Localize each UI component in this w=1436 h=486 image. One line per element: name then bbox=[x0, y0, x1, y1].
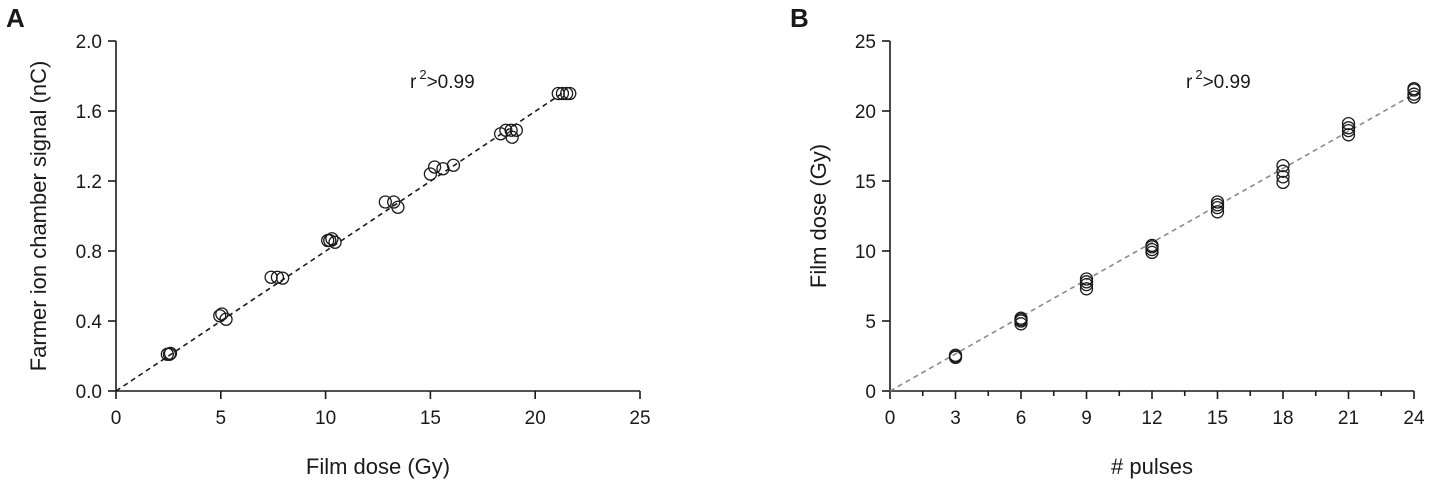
panel-b-data-point bbox=[1210, 198, 1225, 212]
panel-b-x-tick-label: 6 bbox=[1016, 408, 1027, 429]
panel-a-data-point bbox=[378, 195, 392, 209]
panel-a-data-point bbox=[391, 200, 405, 214]
panel-b-y-tick-label: 10 bbox=[855, 242, 876, 263]
panel-b-data-point bbox=[1210, 195, 1225, 209]
panel-b-x-tick-label: 15 bbox=[1207, 408, 1228, 429]
panel-b-data-point bbox=[1276, 170, 1290, 184]
panel-a-r2-rest: >0.99 bbox=[427, 72, 475, 93]
panel-a-data-point bbox=[275, 271, 290, 285]
panel-a-data-point bbox=[427, 160, 442, 174]
panel-a-r2-sup: 2 bbox=[419, 67, 426, 82]
panel-a-letter: A bbox=[6, 3, 25, 33]
panel-a-x-tick-label: 20 bbox=[525, 408, 546, 429]
panel-a-data-point bbox=[504, 123, 518, 137]
panel-b-data-point bbox=[1276, 164, 1290, 178]
panel-b-x-tick-label: 18 bbox=[1272, 408, 1293, 429]
panel-b-x-tick-label: 12 bbox=[1141, 408, 1162, 429]
panel-b-r2-annotation: r 2>0.99 bbox=[1186, 67, 1251, 93]
panel-b-y-tick-label: 25 bbox=[855, 32, 876, 53]
panel-a: A r 2>0.99 Film dose (Gy) Farmer ion cham… bbox=[6, 3, 651, 479]
panel-b-data-point bbox=[1014, 311, 1028, 325]
panel-b-x-tick-label: 24 bbox=[1403, 408, 1425, 429]
panel-b-x-tick-label: 0 bbox=[885, 408, 896, 429]
panel-a-data-point bbox=[219, 312, 233, 326]
panel-a-y-tick-label: 0.0 bbox=[76, 382, 102, 403]
panel-b-ylabel: Film dose (Gy) bbox=[806, 144, 831, 288]
panel-a-ylabel: Farmer ion chamber signal (nC) bbox=[26, 61, 51, 372]
panel-b-data-point bbox=[1341, 128, 1356, 142]
panel-a-data-point bbox=[270, 270, 285, 284]
panel-a-data-point bbox=[323, 233, 337, 248]
panel-b-data-point bbox=[1407, 87, 1421, 101]
panel-a-x-tick-label: 10 bbox=[315, 408, 336, 429]
panel-a-fit-line bbox=[115, 91, 565, 392]
panel-a-data-point bbox=[505, 130, 519, 144]
panel-a-data-point bbox=[555, 86, 570, 101]
panel-b-data-point bbox=[1210, 205, 1225, 219]
panel-b-y-tick-label: 20 bbox=[855, 102, 876, 123]
panel-b-fit-line bbox=[889, 93, 1415, 392]
panel-a-x-tick-label: 15 bbox=[420, 408, 441, 429]
panel-a-x-tick-label: 0 bbox=[111, 408, 122, 429]
panel-b-data-point bbox=[1276, 175, 1290, 190]
panel-a-data-point bbox=[325, 232, 339, 246]
panel-b-data-point bbox=[1341, 121, 1356, 135]
panel-b-r2-base: r bbox=[1186, 72, 1193, 93]
panel-a-r2-annotation: r 2>0.99 bbox=[410, 67, 475, 93]
panel-a-y-tick-label: 1.2 bbox=[76, 172, 102, 193]
panel-a-data-point bbox=[509, 123, 523, 137]
panel-a-y-tick-label: 2.0 bbox=[76, 32, 102, 53]
panel-a-data-point bbox=[563, 86, 577, 101]
panel-b: B r 2>0.99 # pulses Film dose (Gy) 0 3 6 9 12… bbox=[790, 3, 1425, 479]
panel-b-r2-sup: 2 bbox=[1195, 67, 1202, 82]
panel-a-data-point bbox=[328, 235, 342, 249]
panel-a-data-point bbox=[163, 346, 178, 361]
panel-a-y-tick-label: 0.4 bbox=[76, 312, 103, 333]
panel-a-data-point bbox=[213, 309, 227, 323]
panel-b-x-tick-label: 21 bbox=[1338, 408, 1359, 429]
panel-b-data-point bbox=[1079, 282, 1094, 296]
panel-b-data-point bbox=[1407, 81, 1421, 96]
panel-b-data-point bbox=[948, 348, 963, 362]
panel-b-data-point bbox=[1276, 158, 1290, 173]
panel-b-data-point bbox=[1079, 272, 1094, 286]
panel-b-y-tick-label: 0 bbox=[865, 382, 876, 403]
panel-a-y-tick-label: 0.8 bbox=[76, 242, 102, 263]
panel-b-xlabel: # pulses bbox=[1111, 454, 1193, 479]
panel-a-data-point bbox=[423, 167, 438, 181]
panel-b-x-tick-label: 3 bbox=[950, 408, 961, 429]
panel-a-y-tick-label: 1.6 bbox=[76, 102, 102, 123]
panel-b-y-tick-label: 15 bbox=[855, 172, 876, 193]
panel-a-data-point bbox=[162, 347, 177, 361]
panel-b-letter: B bbox=[790, 3, 809, 33]
panel-b-x-tick-label: 9 bbox=[1081, 408, 1092, 429]
panel-a-r2-base: r bbox=[410, 72, 417, 93]
panel-a-data-point bbox=[559, 86, 574, 101]
panel-a-x-tick-label: 5 bbox=[216, 408, 227, 429]
panel-b-data-point bbox=[1079, 275, 1094, 289]
panel-a-x-tick-label: 25 bbox=[629, 408, 650, 429]
panel-b-data-point bbox=[1341, 116, 1356, 131]
panel-b-data-point bbox=[1145, 238, 1159, 253]
panel-a-xlabel: Film dose (Gy) bbox=[306, 454, 450, 479]
panel-b-r2-rest: >0.99 bbox=[1203, 72, 1251, 93]
panel-b-y-tick-label: 5 bbox=[865, 312, 876, 333]
panel-a-data-point bbox=[446, 158, 461, 172]
